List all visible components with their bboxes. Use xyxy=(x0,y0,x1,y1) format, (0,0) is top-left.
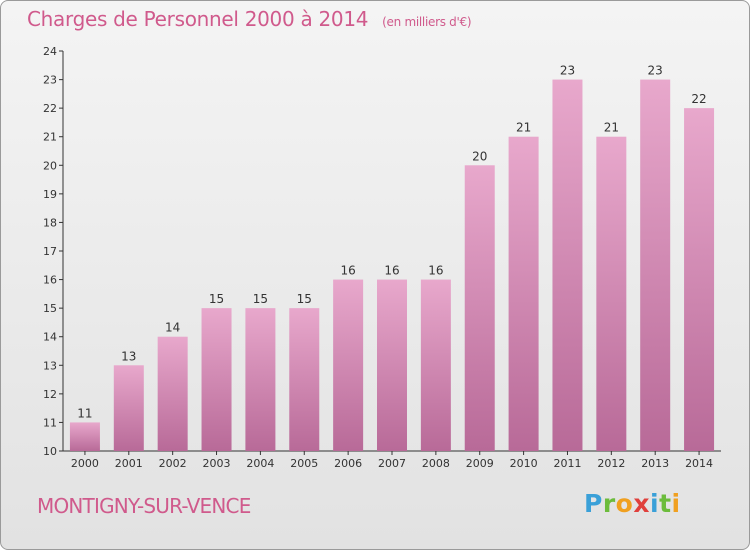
logo-letter: i xyxy=(671,489,681,518)
title-text: Charges de Personnel 2000 à 2014 xyxy=(27,7,369,31)
x-tick-label: 2012 xyxy=(597,457,625,470)
x-tick-label: 2011 xyxy=(553,457,581,470)
x-tick-label: 2002 xyxy=(159,457,187,470)
bar xyxy=(420,279,451,451)
y-tick-label: 10 xyxy=(43,445,57,458)
data-label: 16 xyxy=(340,264,355,278)
logo-letter: x xyxy=(633,489,650,518)
x-tick-label: 2006 xyxy=(334,457,362,470)
data-label: 15 xyxy=(253,292,268,306)
data-label: 14 xyxy=(165,321,180,335)
bar xyxy=(377,279,407,451)
bar xyxy=(289,308,320,451)
y-tick-label: 15 xyxy=(43,302,57,315)
data-label: 23 xyxy=(560,64,575,78)
bar xyxy=(157,336,188,451)
x-tick-label: 2009 xyxy=(466,457,494,470)
data-label: 11 xyxy=(77,406,92,420)
bar xyxy=(464,165,495,452)
y-tick-label: 22 xyxy=(43,102,57,115)
x-tick-label: 2000 xyxy=(71,457,99,470)
logo-letter: t xyxy=(659,489,672,518)
data-label: 20 xyxy=(472,149,487,163)
logo-letter: o xyxy=(615,489,634,518)
bar xyxy=(201,308,232,451)
logo-letter: P xyxy=(584,489,603,518)
bar xyxy=(333,279,364,451)
bar xyxy=(552,79,583,452)
logo-letter: r xyxy=(602,489,616,518)
data-label: 21 xyxy=(604,121,619,135)
y-tick-label: 14 xyxy=(43,331,57,344)
data-label: 16 xyxy=(428,264,443,278)
data-label: 13 xyxy=(121,349,136,363)
data-label: 23 xyxy=(648,64,663,78)
bar xyxy=(113,365,144,451)
x-tick-label: 2014 xyxy=(685,457,713,470)
y-tick-label: 16 xyxy=(43,274,57,287)
data-label: 16 xyxy=(384,264,399,278)
x-tick-label: 2003 xyxy=(203,457,231,470)
chart-title: Charges de Personnel 2000 à 2014 (en mill… xyxy=(27,7,472,31)
logo-letter: i xyxy=(650,489,660,518)
x-tick-label: 2001 xyxy=(115,457,143,470)
data-label: 22 xyxy=(691,92,706,106)
proxiti-logo: Proxiti xyxy=(584,489,681,518)
x-tick-label: 2004 xyxy=(246,457,274,470)
y-tick-label: 20 xyxy=(43,159,57,172)
x-tick-label: 2013 xyxy=(641,457,669,470)
data-label: 21 xyxy=(516,121,531,135)
data-label: 15 xyxy=(209,292,224,306)
bar xyxy=(596,136,627,451)
x-tick-label: 2008 xyxy=(422,457,450,470)
y-tick-label: 12 xyxy=(43,388,57,401)
unit-label: (en milliers d'€) xyxy=(382,15,472,29)
bar xyxy=(640,79,671,452)
y-tick-label: 13 xyxy=(43,359,57,372)
x-tick-label: 2007 xyxy=(378,457,406,470)
y-tick-label: 23 xyxy=(43,74,57,87)
bar xyxy=(508,136,539,451)
y-tick-label: 19 xyxy=(43,188,57,201)
y-tick-label: 11 xyxy=(43,416,57,429)
data-label: 15 xyxy=(297,292,312,306)
y-tick-label: 18 xyxy=(43,216,57,229)
x-tick-label: 2005 xyxy=(290,457,318,470)
y-tick-label: 17 xyxy=(43,245,57,258)
y-tick-label: 24 xyxy=(43,45,57,58)
commune-name: MONTIGNY-SUR-VENCE xyxy=(37,494,251,518)
bar xyxy=(684,108,715,452)
y-tick-label: 21 xyxy=(43,131,57,144)
bar xyxy=(245,308,276,451)
x-tick-label: 2010 xyxy=(510,457,538,470)
bar xyxy=(69,422,100,451)
